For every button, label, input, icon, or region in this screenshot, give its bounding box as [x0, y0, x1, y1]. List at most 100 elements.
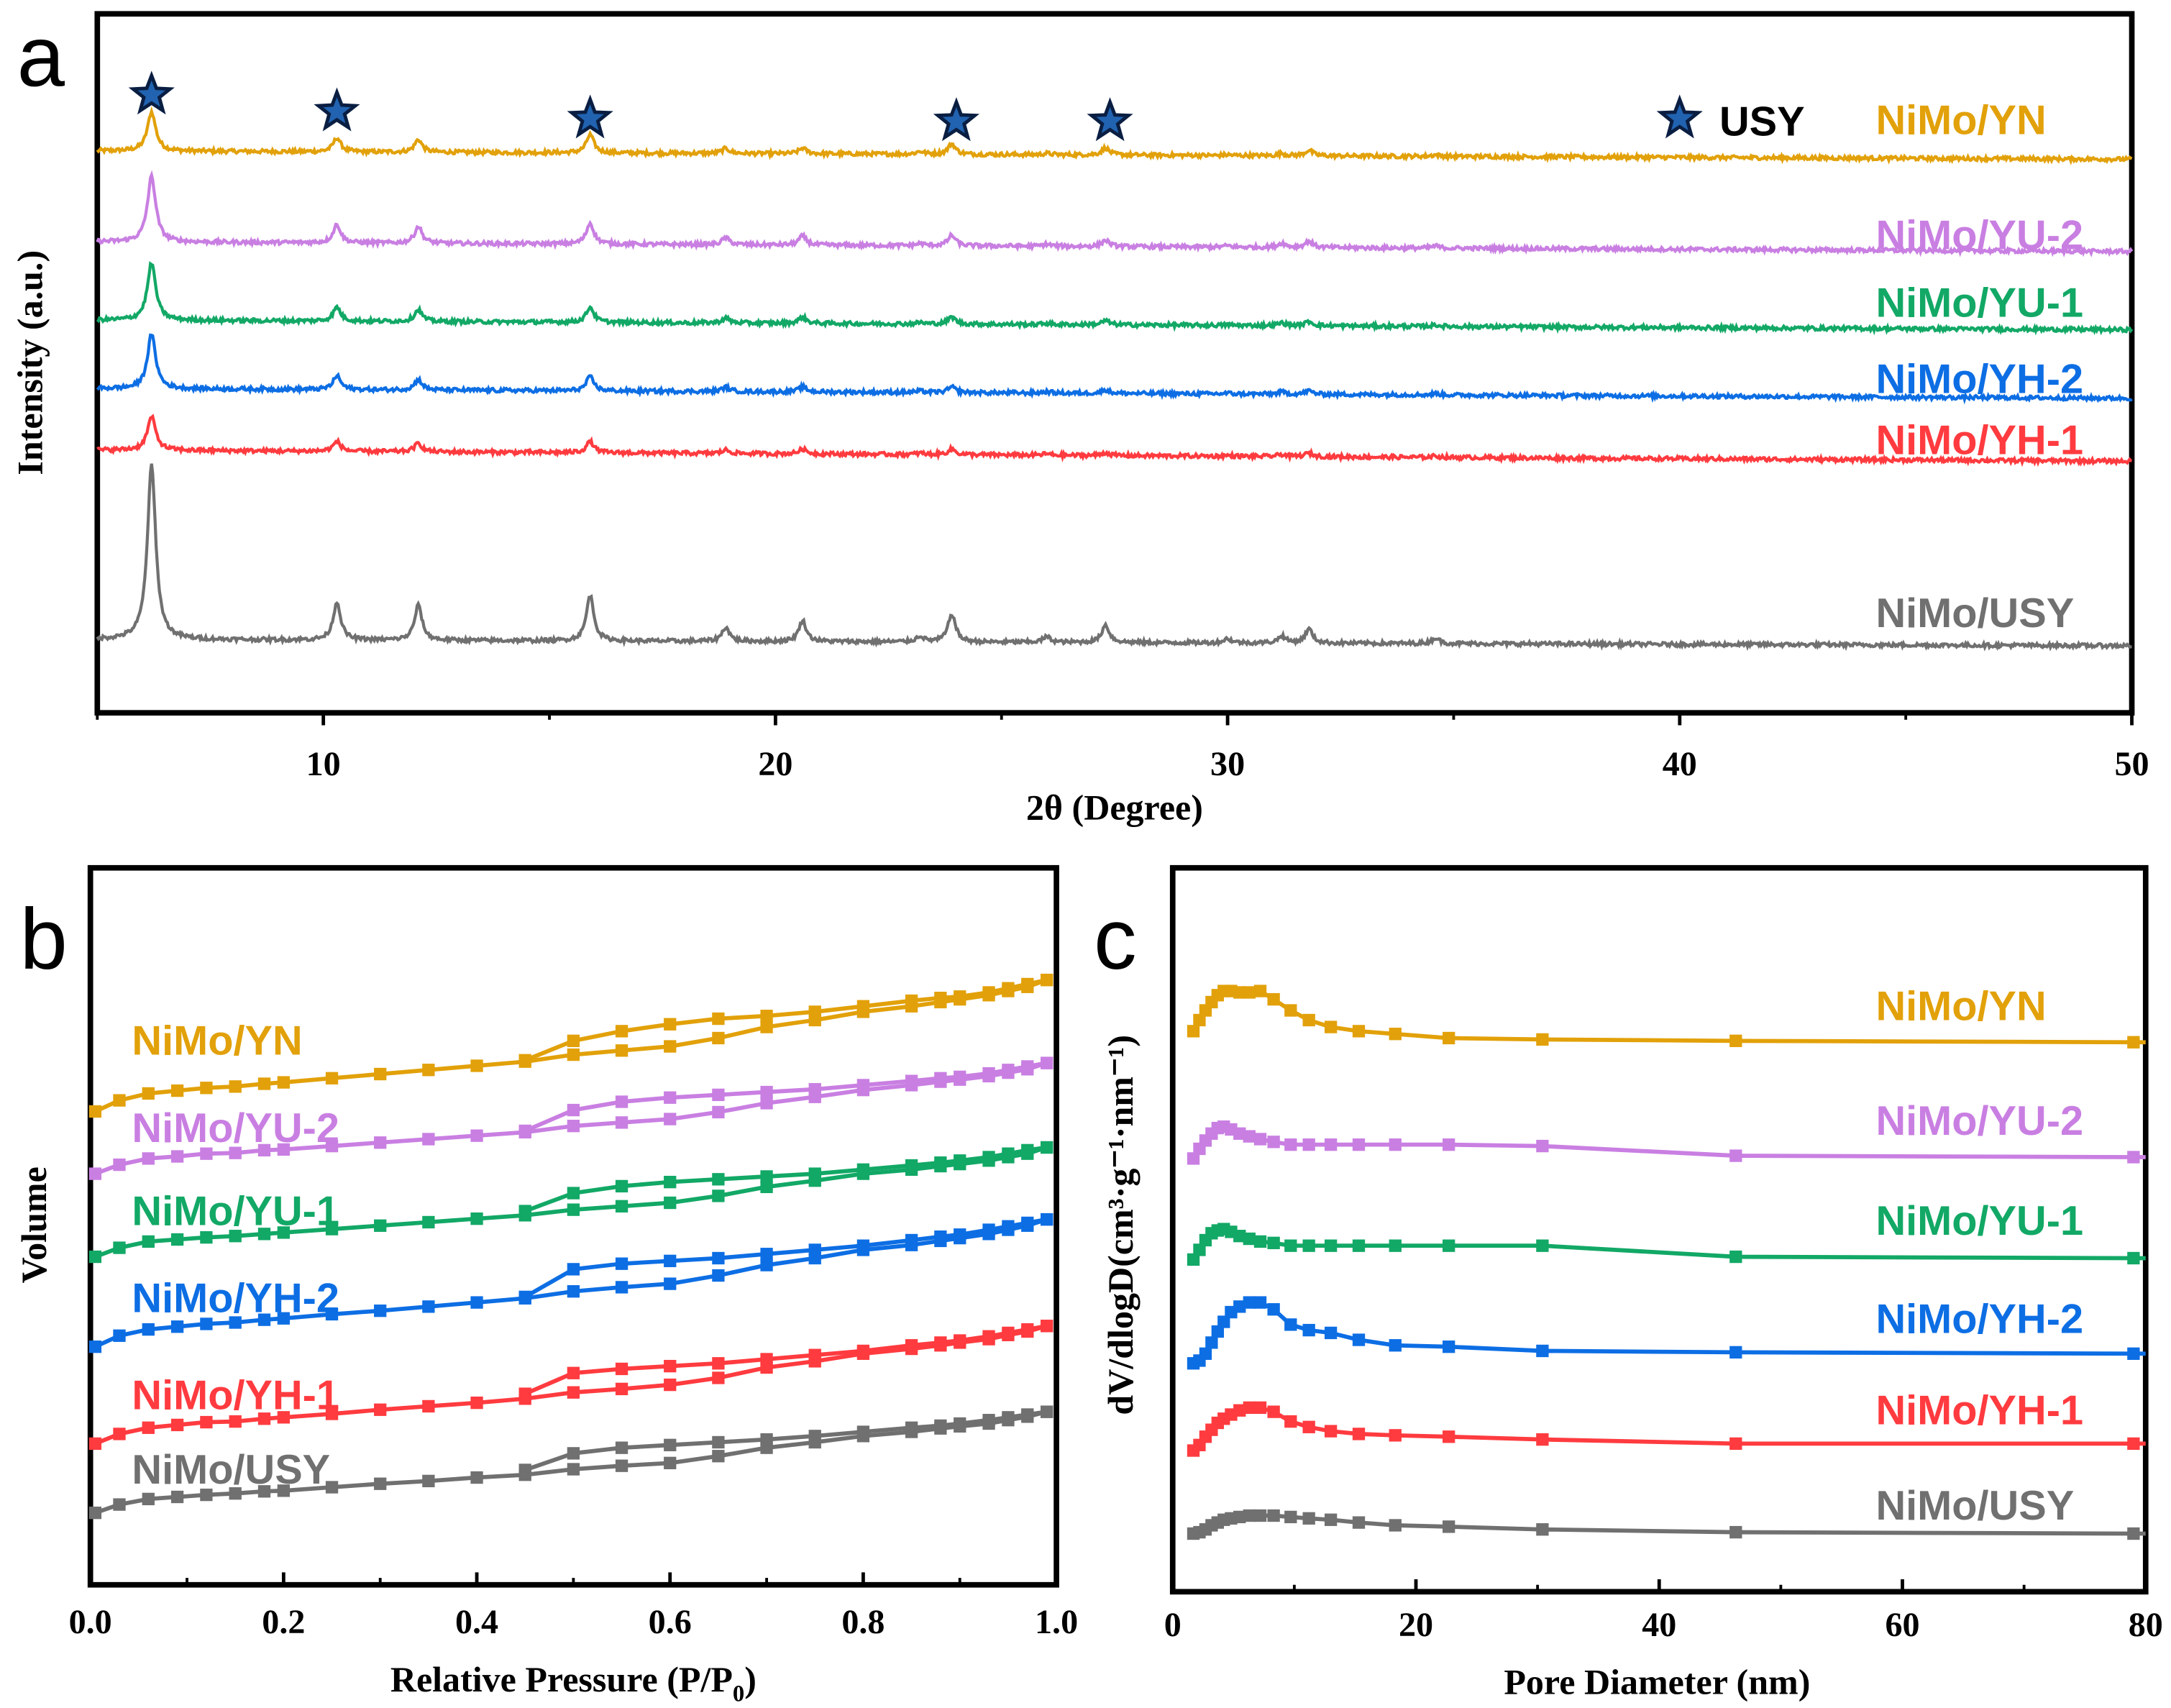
adsorption-branch-point [257, 1485, 271, 1498]
adsorption-branch-point [142, 1323, 155, 1336]
x-axis-title-b-main: Relative Pressure (P/P [390, 1659, 733, 1699]
adsorption-branch-point [374, 1219, 387, 1232]
desorption-branch-point [905, 1421, 918, 1434]
desorption-branch-nimo-yn [524, 977, 1048, 1062]
pore-data-point [1187, 1152, 1200, 1165]
desorption-branch-point [905, 1074, 918, 1087]
adsorption-branch-point [277, 1143, 291, 1156]
plot-frame-a [94, 11, 2135, 716]
desorption-branch-point [664, 1254, 677, 1268]
desorption-branch-point [1040, 1056, 1053, 1069]
desorption-branch-point [934, 1336, 947, 1349]
adsorption-branch-point [277, 1484, 291, 1497]
adsorption-branch-point [664, 1277, 677, 1290]
series-label-nimo-yn: NiMo/YN [1875, 983, 2046, 1029]
desorption-branch-point [808, 1348, 821, 1361]
desorption-branch-point [954, 1334, 966, 1347]
pore-data-point [1243, 1296, 1256, 1309]
desorption-branch-point [934, 1156, 947, 1169]
series-label-nimo-usy: NiMo/USY [1875, 1483, 2074, 1529]
desorption-branch-point [664, 1175, 677, 1189]
series-label-nimo-yu-1: NiMo/YU-1 [1875, 280, 2083, 326]
pore-data-point [1536, 1139, 1549, 1153]
series-label-nimo-yn: NiMo/YN [132, 1018, 302, 1064]
desorption-branch-point [760, 1433, 773, 1446]
pore-data-point [1267, 992, 1280, 1006]
x-tick-label: 0.2 [262, 1603, 305, 1641]
pore-data-point [1233, 1127, 1246, 1140]
adsorption-branch-point [760, 1097, 773, 1110]
desorption-branch-nimo-yh-1 [524, 1323, 1048, 1396]
pore-data-point [1243, 1232, 1256, 1246]
adsorption-branch-point [325, 1407, 339, 1420]
adsorption-branch-point [257, 1412, 271, 1425]
adsorption-branch-point [712, 1031, 725, 1045]
adsorption-branch-point [422, 1215, 435, 1229]
pore-data-point [1284, 1415, 1297, 1428]
desorption-branch-point [567, 1103, 580, 1117]
adsorption-branch-point [615, 1116, 629, 1129]
adsorption-branch-point [88, 1506, 102, 1520]
pore-data-point [2127, 1251, 2140, 1265]
pore-data-point [1205, 1336, 1218, 1349]
pore-data-point [1729, 1149, 1742, 1162]
series-label-nimo-usy: NiMo/USY [132, 1447, 330, 1493]
desorption-branch-point [567, 1187, 580, 1200]
adsorption-branch-point [277, 1312, 291, 1325]
desorption-branch-point [934, 1419, 947, 1433]
pore-data-point [1302, 1420, 1315, 1433]
pore-data-point [1267, 1509, 1280, 1522]
pore-data-point [2127, 1527, 2140, 1540]
desorption-branch-point [712, 1435, 725, 1449]
pore-data-point [1243, 986, 1256, 999]
adsorption-branch-point [470, 1396, 483, 1410]
pore-data-point [1187, 1253, 1200, 1266]
pore-data-point [1233, 1300, 1246, 1313]
adsorption-branch-point [277, 1076, 291, 1089]
adsorption-branch-point [567, 1203, 580, 1216]
adsorption-branch-point [374, 1477, 387, 1490]
desorption-branch-point [518, 1054, 531, 1067]
pore-data-point [1352, 1025, 1366, 1038]
desorption-branch-point [856, 1239, 870, 1252]
adsorption-branch-point [229, 1316, 242, 1329]
desorption-branch-point [905, 994, 918, 1008]
adsorption-branch-point [374, 1136, 387, 1149]
pore-data-point [1243, 1509, 1256, 1522]
series-label-nimo-yu-2: NiMo/YU-2 [1875, 1098, 2083, 1144]
desorption-branch-point [1021, 1216, 1034, 1230]
desorption-branch-point [1040, 1320, 1053, 1333]
adsorption-branch-point [170, 1320, 184, 1333]
panel-a-xrd: a 2θ (Degree) Intensity (a.u.) USY 10 20 3… [9, 9, 2149, 827]
adsorption-branch-point [277, 1411, 291, 1424]
pore-data-point [1243, 1130, 1256, 1143]
adsorption-branch-point [422, 1399, 435, 1413]
desorption-branch-point [905, 1233, 918, 1247]
series-label-nimo-usy: NiMo/USY [1875, 590, 2074, 636]
adsorption-branch-point [200, 1415, 213, 1429]
pore-data-point [1233, 1510, 1246, 1524]
pore-data-point [1352, 1138, 1366, 1151]
x-tick-label: 1.0 [1035, 1603, 1078, 1641]
desorption-branch-point [760, 1248, 773, 1261]
desorption-branch-point [1021, 977, 1034, 991]
series-label-nimo-yh-1: NiMo/YH-1 [1875, 417, 2083, 463]
pore-data-point [1389, 1429, 1402, 1442]
x-tick-label: 0.6 [649, 1603, 692, 1641]
pore-data-point [1267, 1303, 1280, 1316]
adsorption-branch-point [257, 1313, 271, 1326]
adsorption-branch-point [470, 1296, 483, 1309]
adsorption-branch-point [170, 1084, 184, 1097]
adsorption-branch-point [277, 1226, 291, 1239]
adsorption-branch-point [142, 1087, 155, 1100]
x-tick-label: 0.4 [455, 1603, 498, 1641]
adsorption-branch-point [422, 1474, 435, 1488]
pore-data-point [1536, 1239, 1549, 1252]
adsorption-branch-point [712, 1450, 725, 1463]
x-tick-label: 40 [1663, 745, 1697, 783]
desorption-branch-point [1002, 1064, 1015, 1077]
pore-data-point [2127, 1437, 2140, 1451]
desorption-branch-point [518, 1387, 531, 1400]
desorption-branch-point [615, 1362, 629, 1376]
